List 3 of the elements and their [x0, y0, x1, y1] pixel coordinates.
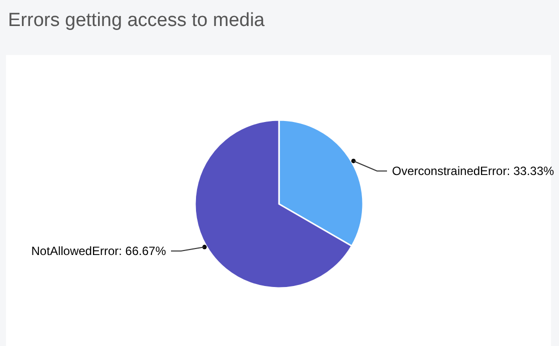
slice-label: OverconstrainedError: 33.33%: [392, 164, 554, 178]
slice-label: NotAllowedError: 66.67%: [31, 244, 166, 258]
chart-title: Errors getting access to media: [8, 10, 266, 31]
